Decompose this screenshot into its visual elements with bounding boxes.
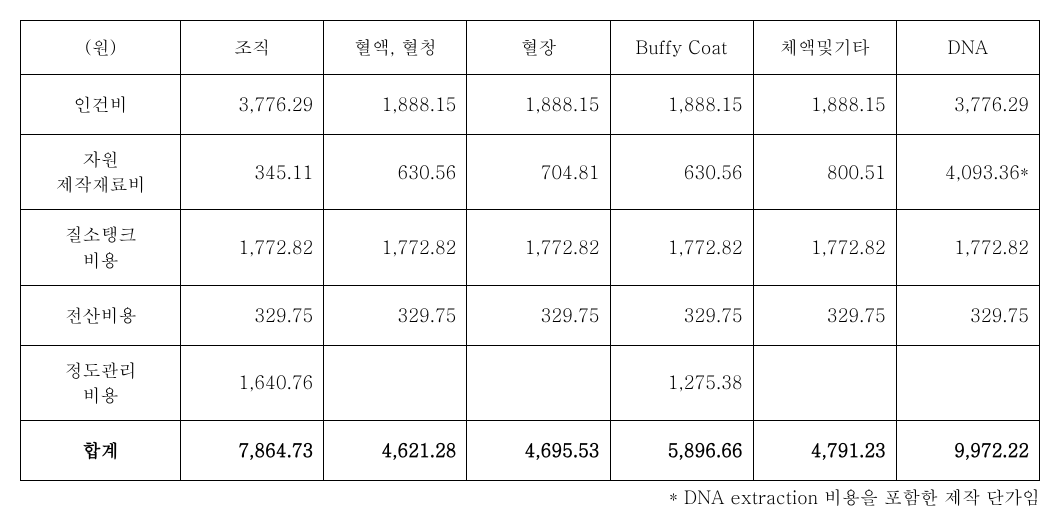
cell-value: 1,772.82 <box>467 210 610 285</box>
cell-value: 1,772.82 <box>181 210 324 285</box>
cell-value: 1,772.82 <box>896 210 1039 285</box>
table-row: 질소탱크비용 1,772.82 1,772.82 1,772.82 1,772.… <box>21 210 1040 285</box>
cell-value: 704.81 <box>467 135 610 210</box>
cell-value: 1,888.15 <box>467 75 610 135</box>
row-label: 질소탱크비용 <box>21 210 181 285</box>
cell-value: 329.75 <box>610 285 753 345</box>
cell-value: 345.11 <box>181 135 324 210</box>
col-header-buffy-coat: Buffy Coat <box>610 21 753 75</box>
total-label: 합계 <box>21 421 181 481</box>
table-header-row: (원) 조직 혈액, 혈청 혈장 Buffy Coat 체액및기타 DNA <box>21 21 1040 75</box>
cell-value: 3,776.29 <box>896 75 1039 135</box>
cell-value: 1,772.82 <box>324 210 467 285</box>
cell-value <box>324 345 467 420</box>
total-value: 4,621.28 <box>324 421 467 481</box>
total-value: 4,695.53 <box>467 421 610 481</box>
cell-value: 630.56 <box>610 135 753 210</box>
footnote-text: * DNA extraction 비용을 포함한 제작 단가임 <box>20 485 1040 510</box>
row-label: 인건비 <box>21 75 181 135</box>
total-value: 7,864.73 <box>181 421 324 481</box>
col-header-unit: (원) <box>21 21 181 75</box>
col-header-blood-serum: 혈액, 혈청 <box>324 21 467 75</box>
table-row: 정도관리비용 1,640.76 1,275.38 <box>21 345 1040 420</box>
cell-value: 329.75 <box>753 285 896 345</box>
cell-value: 1,888.15 <box>610 75 753 135</box>
table-total-row: 합계 7,864.73 4,621.28 4,695.53 5,896.66 4… <box>21 421 1040 481</box>
cost-table: (원) 조직 혈액, 혈청 혈장 Buffy Coat 체액및기타 DNA 인건… <box>20 20 1040 481</box>
col-header-body-fluid: 체액및기타 <box>753 21 896 75</box>
table-row: 전산비용 329.75 329.75 329.75 329.75 329.75 … <box>21 285 1040 345</box>
cell-value: 329.75 <box>181 285 324 345</box>
cell-value <box>467 345 610 420</box>
cell-value: 329.75 <box>324 285 467 345</box>
row-label: 정도관리비용 <box>21 345 181 420</box>
total-value: 4,791.23 <box>753 421 896 481</box>
table-body: 인건비 3,776.29 1,888.15 1,888.15 1,888.15 … <box>21 75 1040 481</box>
cell-value: 4,093.36* <box>896 135 1039 210</box>
cell-value: 1,772.82 <box>610 210 753 285</box>
cell-value: 800.51 <box>753 135 896 210</box>
table-row: 자원제작재료비 345.11 630.56 704.81 630.56 800.… <box>21 135 1040 210</box>
cell-value: 1,772.82 <box>753 210 896 285</box>
row-label: 전산비용 <box>21 285 181 345</box>
total-value: 5,896.66 <box>610 421 753 481</box>
cell-value: 1,275.38 <box>610 345 753 420</box>
cell-value <box>896 345 1039 420</box>
cell-value: 1,888.15 <box>753 75 896 135</box>
col-header-tissue: 조직 <box>181 21 324 75</box>
row-label: 자원제작재료비 <box>21 135 181 210</box>
cell-value: 3,776.29 <box>181 75 324 135</box>
total-value: 9,972.22 <box>896 421 1039 481</box>
table-row: 인건비 3,776.29 1,888.15 1,888.15 1,888.15 … <box>21 75 1040 135</box>
cell-value: 329.75 <box>467 285 610 345</box>
col-header-dna: DNA <box>896 21 1039 75</box>
cell-value: 329.75 <box>896 285 1039 345</box>
cell-value: 630.56 <box>324 135 467 210</box>
col-header-plasma: 혈장 <box>467 21 610 75</box>
cell-value <box>753 345 896 420</box>
cell-value: 1,640.76 <box>181 345 324 420</box>
cell-value: 1,888.15 <box>324 75 467 135</box>
